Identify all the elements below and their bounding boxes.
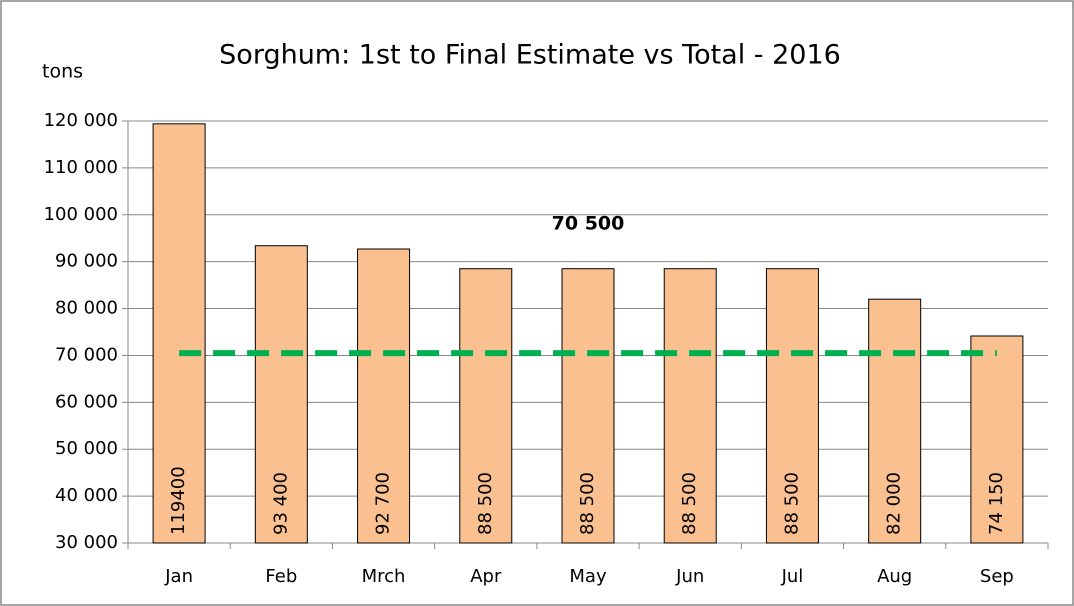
x-tick-label: Apr [470,566,502,587]
x-tick-label: Aug [877,566,912,587]
value-label: 119400 [168,466,189,535]
bar [868,298,922,544]
bar [765,268,819,544]
x-tick-label: Jul [781,566,804,587]
x-tick-label: Sep [980,566,1014,587]
value-label: 88 500 [781,472,802,535]
y-tick-label: 90 000 [55,251,118,272]
y-axis-label: tons [42,61,83,83]
chart-title: Sorghum: 1st to Final Estimate vs Total … [219,40,841,71]
y-tick-label: 40 000 [55,485,118,506]
bar [970,335,1024,544]
y-tick-label: 70 000 [55,344,118,365]
y-tick-label: 110 000 [44,157,118,178]
y-tick-label: 60 000 [55,391,118,412]
value-label: 74 150 [986,472,1007,535]
value-label: 88 500 [475,472,496,535]
bar [561,268,615,544]
y-tick-label: 30 000 [55,532,118,553]
x-tick-label: Jan [164,566,193,587]
value-label: 92 700 [373,472,394,535]
y-tick-label: 80 000 [55,298,118,319]
bar [357,248,411,544]
value-label: 82 000 [884,472,905,535]
x-tick-label: Mrch [362,566,406,587]
x-tick-label: Feb [265,566,297,587]
y-tick-label: 100 000 [44,204,118,225]
bar [254,245,308,544]
value-label: 88 500 [577,472,598,535]
bar [663,268,717,544]
bar [459,268,513,544]
total-label: 70 500 [552,213,625,235]
value-label: 88 500 [679,472,700,535]
x-tick-label: May [569,566,607,587]
value-label: 93 400 [270,472,291,535]
bar [152,123,206,544]
y-tick-label: 120 000 [44,110,118,131]
x-tick-label: Jun [675,566,704,587]
y-tick-label: 50 000 [55,438,118,459]
